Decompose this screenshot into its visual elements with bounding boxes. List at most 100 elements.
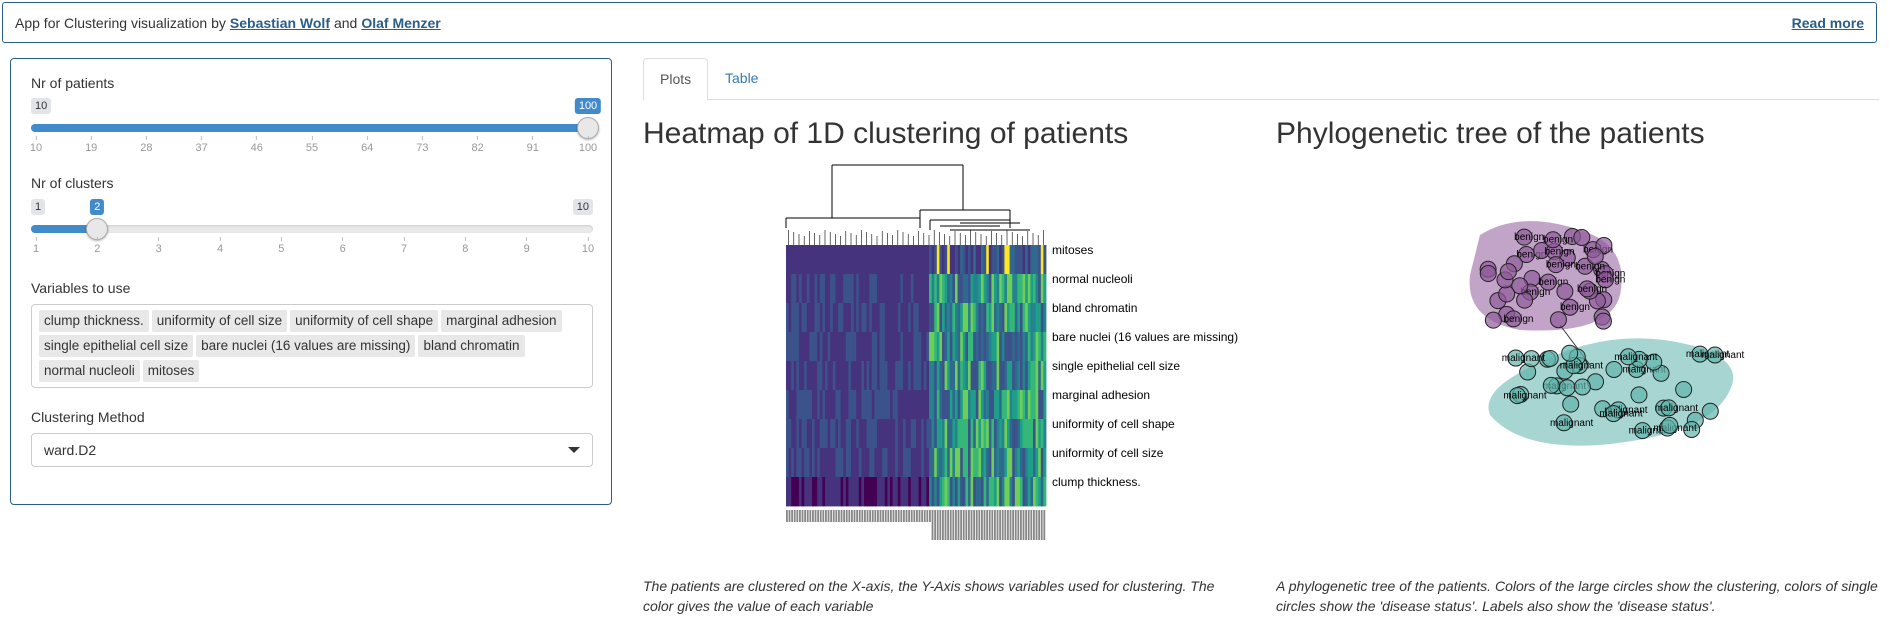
heatmap-cell [866, 361, 870, 391]
heatmap-cell [908, 477, 912, 507]
heatmap-cell [991, 361, 995, 391]
heatmap-cell [957, 361, 961, 391]
heatmap-cell [848, 332, 852, 362]
heatmap-cell [988, 419, 992, 449]
heatmap-cell [931, 390, 935, 420]
heatmap-cell [809, 245, 813, 275]
heatmap-cell [822, 303, 826, 333]
column-label-mark [786, 510, 788, 522]
variable-chip[interactable]: normal nucleoli [39, 360, 140, 382]
tab-table[interactable]: Table [725, 70, 759, 86]
tree-node-benign [1547, 256, 1565, 274]
heatmap-cell [817, 477, 821, 507]
method-select[interactable]: ward.D2 [31, 433, 593, 467]
author-link-wolf[interactable]: Sebastian Wolf [229, 14, 330, 31]
column-label-mark [856, 510, 859, 522]
heatmap-cell [913, 303, 917, 333]
column-label-mark [851, 510, 853, 522]
heatmap-cell [962, 477, 966, 507]
heatmap-cell [835, 332, 839, 362]
variable-chip[interactable]: bland chromatin [418, 335, 525, 357]
heatmap-cell [981, 390, 984, 420]
tab-plots[interactable]: Plots [643, 58, 709, 101]
variables-multiselect[interactable]: clump thickness. uniformity of cell size u… [31, 304, 593, 388]
heatmap-cell [869, 303, 873, 333]
heatmap-cell [978, 274, 982, 304]
heatmap-cell [988, 245, 992, 275]
heatmap-cell [1027, 245, 1031, 275]
clusters-slider[interactable]: 1 10 2 1 2 3 4 5 6 7 8 9 10 [31, 199, 594, 259]
heatmap-cell [926, 477, 930, 507]
heatmap-cell [968, 448, 971, 478]
heatmap-cell [968, 361, 971, 391]
heatmap-cell [858, 332, 862, 362]
heatmap-cell [874, 390, 878, 420]
tree-node-benign [1484, 311, 1502, 329]
heatmap-cell [801, 245, 805, 275]
heatmap-cell [926, 448, 930, 478]
heatmap-cell [786, 448, 789, 478]
heatmap-cell [910, 303, 914, 333]
chevron-down-icon[interactable] [568, 447, 580, 453]
heatmap-cell [882, 245, 886, 275]
heatmap-cell [975, 477, 979, 507]
heatmap-cell [968, 390, 971, 420]
heatmap-cell [978, 477, 982, 507]
variable-chip[interactable]: uniformity of cell shape [290, 310, 439, 332]
variable-chip[interactable]: bare nuclei (16 values are missing) [196, 335, 416, 357]
patients-slider-fill [31, 124, 588, 132]
tree-label-benign: benign [1577, 284, 1607, 295]
heatmap-cell [1038, 274, 1042, 304]
heatmap-cell [879, 477, 883, 507]
heatmap-cell [1009, 448, 1013, 478]
heatmap-cell [944, 419, 948, 449]
heatmap-cell [796, 448, 800, 478]
heatmap-cell [1007, 332, 1010, 362]
heatmap-cell [949, 477, 953, 507]
variable-chip[interactable]: single epithelial cell size [39, 335, 194, 357]
heatmap-cell [874, 477, 878, 507]
heatmap-cell [975, 303, 979, 333]
author-link-menzer[interactable]: Olaf Menzer [361, 14, 441, 31]
heatmap-cell [791, 332, 795, 362]
heatmap-cell [1004, 390, 1008, 420]
heatmap-cell [869, 274, 873, 304]
heatmap-cell [968, 245, 971, 275]
heatmap-cell [793, 303, 797, 333]
heatmap-cell [1022, 274, 1026, 304]
heatmap-cell [822, 274, 826, 304]
heatmap-cell [874, 419, 878, 449]
heatmap-cell [858, 274, 862, 304]
heatmap-cell [981, 303, 984, 333]
heatmap-cell [1033, 419, 1036, 449]
column-label-mark [1020, 510, 1022, 540]
clusters-slider-track[interactable] [31, 225, 593, 233]
column-label-mark [1040, 510, 1043, 540]
read-more-link[interactable]: Read more [1791, 14, 1864, 31]
heatmap-cell [895, 361, 899, 391]
heatmap-cell [869, 245, 873, 275]
heatmap-cell [939, 419, 943, 449]
heatmap-cell [796, 303, 800, 333]
heatmap-cell [817, 448, 821, 478]
variable-chip[interactable]: clump thickness. [39, 310, 149, 332]
heatmap-cell [934, 274, 938, 304]
heatmap-cell [1027, 477, 1031, 507]
patients-slider[interactable]: 10 100 10 19 28 37 46 55 64 73 82 91 100 [30, 98, 602, 158]
column-label-mark [830, 510, 833, 522]
tree-node-benign [1515, 228, 1533, 246]
clusters-tick: 8 [462, 237, 468, 255]
heatmap-cell [796, 419, 800, 449]
variable-chip[interactable]: marginal adhesion [441, 310, 562, 332]
variable-chip[interactable]: mitoses [142, 360, 200, 382]
heatmap-cell [1027, 448, 1031, 478]
variable-chip[interactable]: uniformity of cell size [151, 310, 288, 332]
heatmap-cell [965, 332, 969, 362]
heatmap-cell [952, 303, 956, 333]
heatmap-cell [892, 419, 896, 449]
heatmap-cell [895, 274, 899, 304]
heatmap-cell [843, 448, 847, 478]
heatmap-cell [869, 332, 873, 362]
heatmap-cell [955, 361, 958, 391]
heatmap-cell [1035, 303, 1039, 333]
